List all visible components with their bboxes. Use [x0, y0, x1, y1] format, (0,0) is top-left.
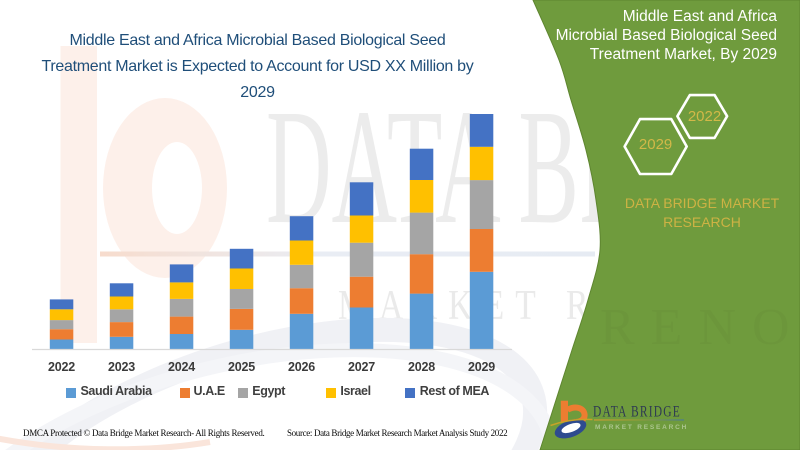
svg-text:RENOW: RENOW [600, 299, 800, 356]
